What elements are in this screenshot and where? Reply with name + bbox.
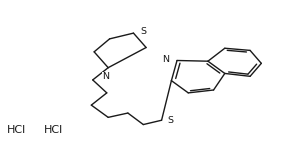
Text: HCl: HCl [44,125,63,135]
Text: HCl: HCl [7,125,26,135]
Text: S: S [140,27,146,36]
Text: N: N [162,55,169,64]
Text: S: S [168,116,174,125]
Text: N: N [103,72,109,81]
